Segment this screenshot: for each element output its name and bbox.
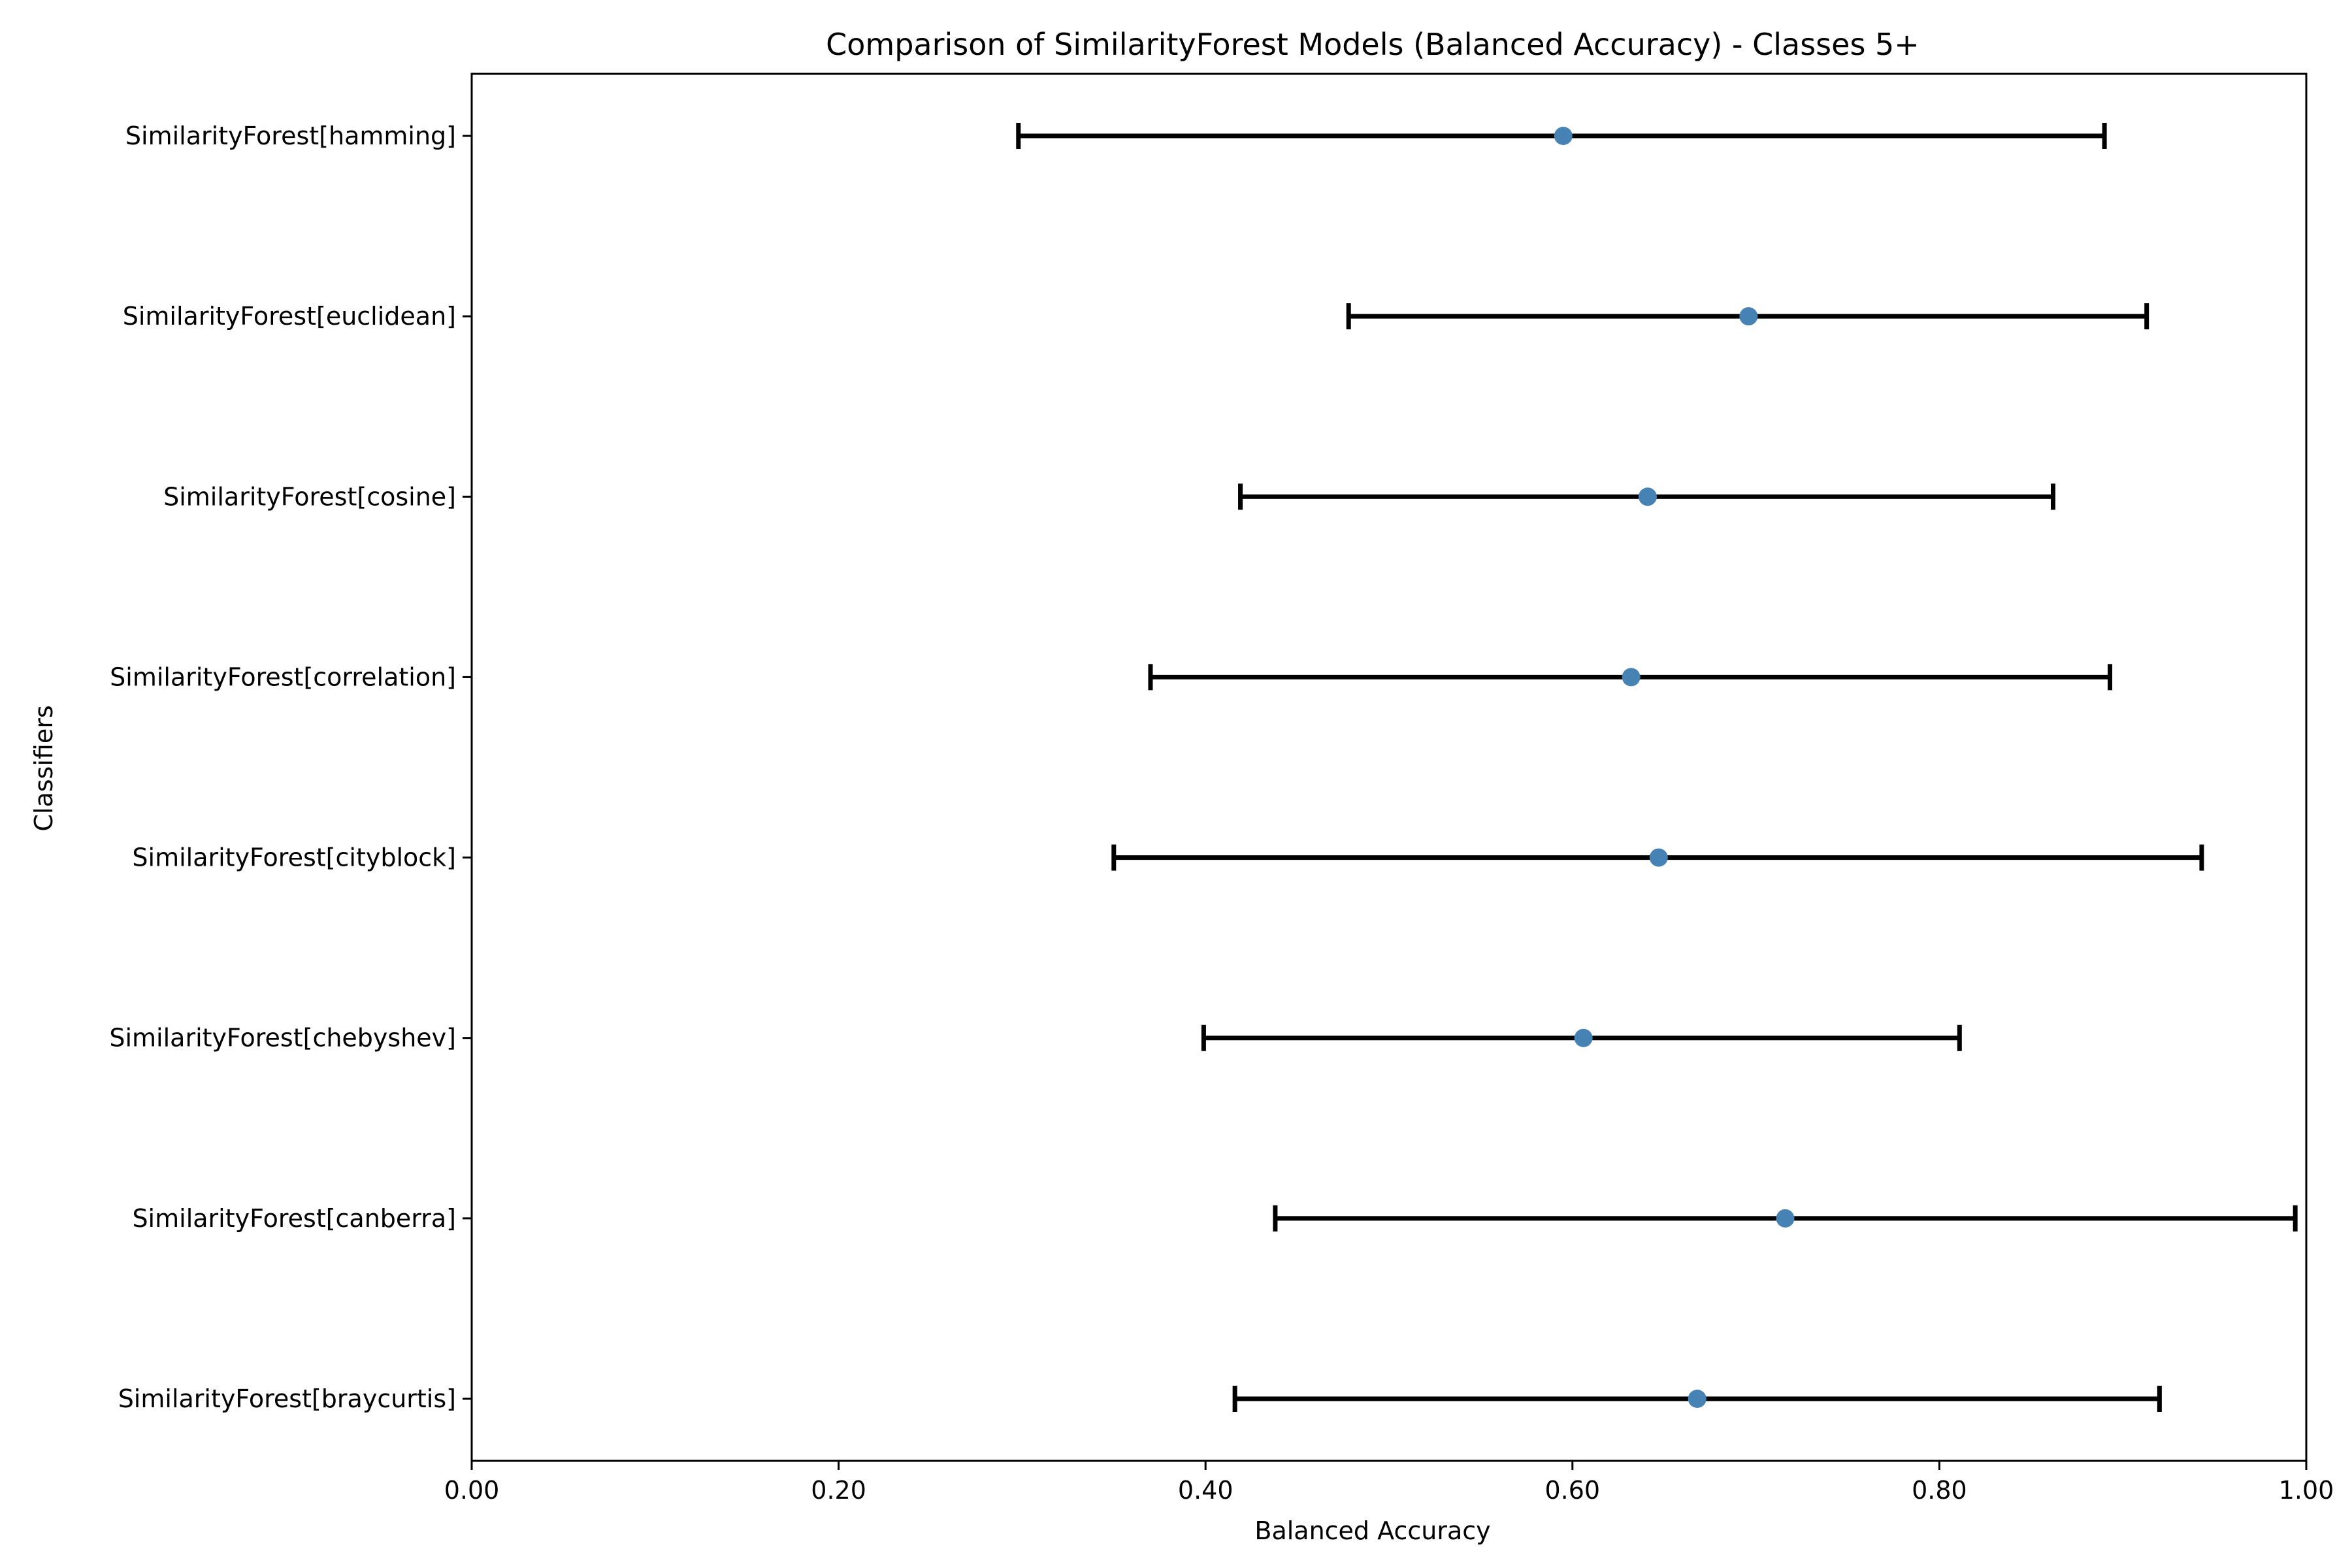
x-tick-label: 0.80: [1912, 1476, 1967, 1505]
x-tick-label: 0.20: [811, 1476, 866, 1505]
y-axis-label: Classifiers: [29, 705, 58, 831]
y-tick-label: SimilarityForest[cosine]: [163, 482, 456, 511]
chart-title: Comparison of SimilarityForest Models (B…: [826, 27, 1919, 62]
x-tick-label: 1.00: [2279, 1476, 2334, 1505]
y-tick-label: SimilarityForest[cityblock]: [132, 843, 456, 872]
x-tick-label: 0.40: [1178, 1476, 1233, 1505]
data-point: [1649, 848, 1668, 867]
y-tick-label: SimilarityForest[hamming]: [125, 122, 456, 150]
y-tick-label: SimilarityForest[canberra]: [132, 1204, 456, 1233]
axes-frame: [470, 73, 2308, 1462]
y-tick-label: SimilarityForest[chebyshev]: [109, 1024, 456, 1053]
x-tick-label: 0.00: [444, 1476, 500, 1505]
data-point: [1688, 1390, 1707, 1408]
data-point: [1638, 487, 1657, 506]
x-tick-label: 0.60: [1544, 1476, 1600, 1505]
data-point: [1622, 668, 1641, 687]
data-point: [1739, 307, 1758, 326]
plot-area: 0.00 0.20 0.40 0.60 0.80 1.00 SimilarityForest…: [109, 122, 2334, 1505]
x-axis-label: Balanced Accuracy: [1254, 1516, 1490, 1545]
data-point: [1554, 127, 1573, 145]
y-tick-label: SimilarityForest[euclidean]: [123, 302, 456, 331]
y-tick-label: SimilarityForest[braycurtis]: [118, 1384, 456, 1413]
data-point: [1776, 1209, 1795, 1228]
y-tick-label: SimilarityForest[correlation]: [110, 662, 456, 691]
data-point: [1574, 1028, 1593, 1047]
